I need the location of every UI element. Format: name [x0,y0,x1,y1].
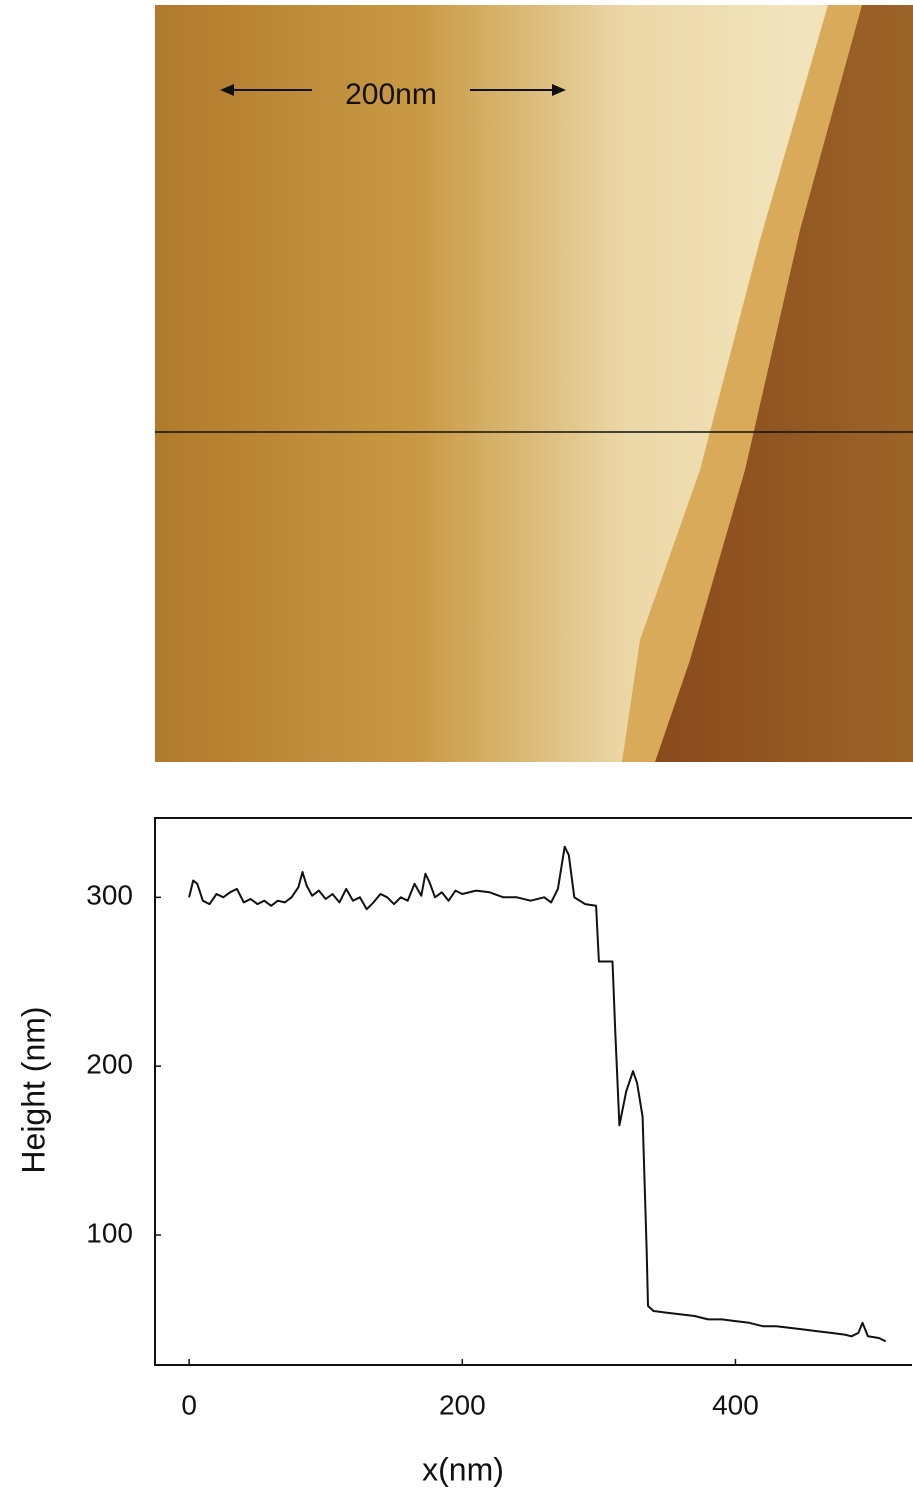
x-tick-label: 200 [439,1389,486,1420]
y-tick-label: 200 [86,1049,133,1080]
x-tick-label: 0 [181,1389,197,1420]
arrow-head [220,84,234,96]
arrow-head [552,84,566,96]
profile-chart: x(nm) Height (nm) 100 200 300 0 200 400 [15,817,912,1487]
afm-lower-level [655,5,913,762]
afm-image: 200nm [155,5,913,762]
x-tick-label: 400 [712,1389,759,1420]
x-axis-label: x(nm) [422,1451,504,1487]
y-tick-label: 300 [86,880,133,911]
scale-label: 200nm [345,78,437,111]
plot-frame [154,817,912,1366]
y-tick-label: 100 [86,1217,133,1248]
y-axis-label: Height (nm) [15,1006,51,1173]
profile-trace [188,845,887,1343]
